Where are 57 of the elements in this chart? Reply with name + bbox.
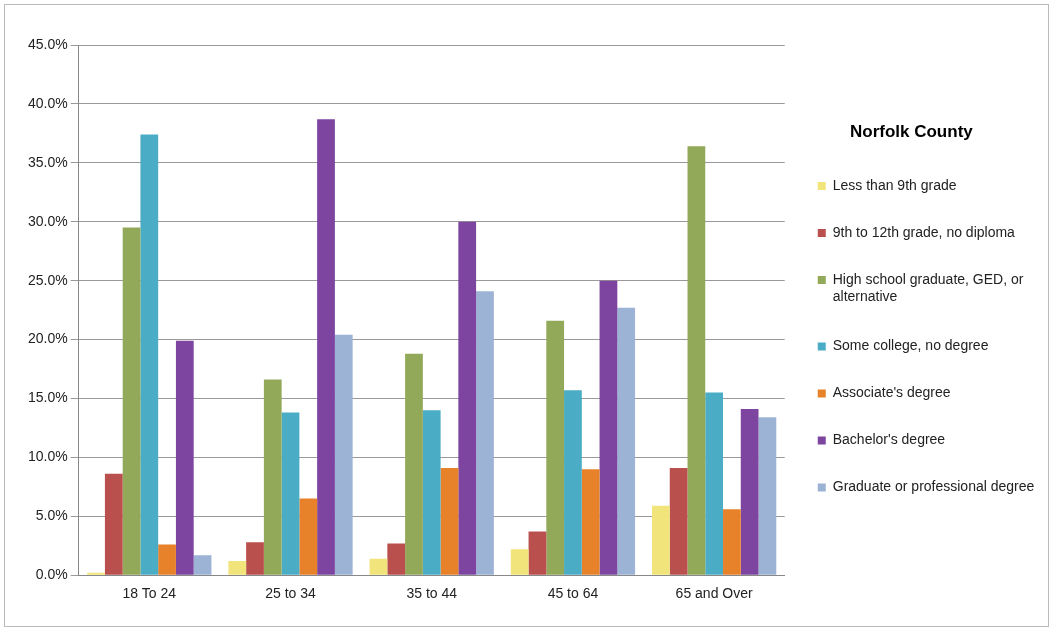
x-tick-label: 65 and Over <box>675 585 753 602</box>
bar <box>158 544 176 575</box>
x-tick-label: 45 to 64 <box>547 585 599 602</box>
x-tick-label: 18 To 24 <box>122 585 177 602</box>
bar <box>334 334 353 575</box>
bar <box>652 505 670 575</box>
bar <box>369 558 388 575</box>
bar <box>405 353 423 575</box>
bar <box>581 469 600 575</box>
y-tick-label: 25.0% <box>27 271 68 288</box>
y-tick-label: 35.0% <box>27 153 68 170</box>
bar <box>263 379 282 575</box>
bar <box>758 417 777 575</box>
legend-label: Associate's degree <box>832 384 951 401</box>
bar <box>740 409 759 575</box>
bar <box>705 392 724 575</box>
bar <box>528 531 547 575</box>
bar <box>510 549 529 575</box>
legend-title: Norfolk County <box>849 121 974 141</box>
bar <box>476 291 494 575</box>
legend-label: High school graduate, GED, or alternative <box>832 270 1024 304</box>
y-tick-label: 40.0% <box>27 94 68 111</box>
bar <box>228 561 247 575</box>
bar <box>246 542 264 575</box>
legend-label: Bachelor's degree <box>832 431 946 448</box>
legend-label: Some college, no degree <box>832 337 989 354</box>
bar <box>564 390 582 575</box>
legend-label: Graduate or professional degree <box>832 478 1035 495</box>
y-tick-label: 15.0% <box>27 389 68 406</box>
bar <box>723 509 741 575</box>
bar <box>317 119 335 575</box>
y-tick-label: 0.0% <box>35 566 68 583</box>
bar <box>387 543 406 575</box>
bar <box>140 134 159 575</box>
bar <box>617 307 636 575</box>
bar <box>458 221 477 575</box>
legend-label: Less than 9th grade <box>832 176 957 193</box>
legend-label: 9th to 12th grade, no diploma <box>832 223 1016 240</box>
y-tick-label: 10.0% <box>27 448 68 465</box>
x-tick-label: 35 to 44 <box>406 585 458 602</box>
bar <box>546 320 565 575</box>
bar <box>440 467 459 575</box>
bar <box>122 227 141 575</box>
y-tick-label: 30.0% <box>27 212 68 229</box>
y-tick-label: 20.0% <box>27 330 68 347</box>
bar <box>193 555 212 575</box>
x-tick-label: 25 to 34 <box>265 585 317 602</box>
bar <box>104 473 123 575</box>
bar <box>687 146 706 575</box>
bar <box>299 498 318 575</box>
bar <box>422 410 441 575</box>
y-tick-label: 5.0% <box>35 507 68 524</box>
bar <box>669 467 688 575</box>
bar <box>599 280 618 575</box>
y-tick-label: 45.0% <box>27 35 68 52</box>
bar <box>175 340 194 575</box>
bar <box>281 412 300 575</box>
